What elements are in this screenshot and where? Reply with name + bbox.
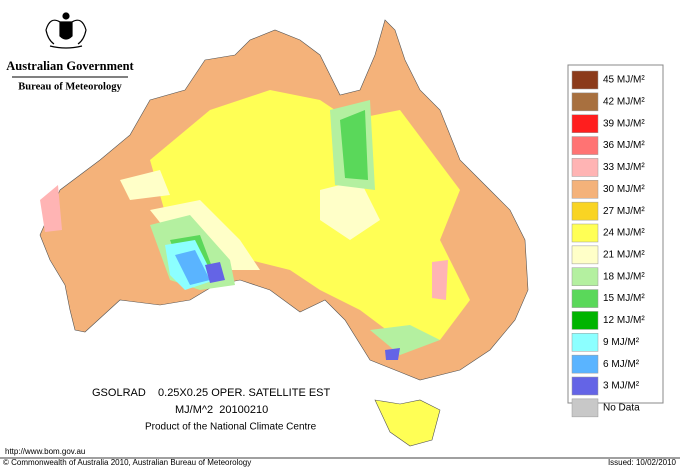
legend-swatch: [571, 201, 599, 221]
map: [39, 19, 529, 447]
legend-swatch: [571, 114, 599, 133]
caption-line: GSOLRAD 0.25X0.25 OPER. SATELLITE EST: [92, 387, 331, 399]
legend-swatch: [571, 158, 599, 177]
caption-line: Product of the National Climate Centre: [145, 422, 317, 433]
footer-url: http://www.bom.gov.au: [5, 447, 85, 456]
legend-swatch: [571, 92, 599, 112]
bureau-name: Bureau of Meteorology: [18, 81, 122, 92]
legend-label: 9 MJ/M²: [603, 337, 640, 348]
legend-swatch: [571, 223, 599, 243]
footer-issued: Issued: 10/02/2010: [608, 458, 677, 467]
legend-swatch: [571, 311, 599, 330]
legend-label: 33 MJ/M²: [603, 162, 645, 173]
legend-swatch: [571, 398, 599, 418]
crest: [45, 12, 87, 49]
government-name: Australian Government: [6, 59, 134, 73]
legend-swatch: [571, 70, 599, 90]
tasmania: [374, 399, 441, 447]
legend-swatch: [571, 180, 599, 199]
legend-label: 42 MJ/M²: [603, 96, 645, 107]
legend-label: 30 MJ/M²: [603, 184, 645, 195]
legend-swatch: [571, 289, 599, 308]
legend-label: 12 MJ/M²: [603, 315, 645, 326]
legend-swatch: [571, 376, 599, 396]
legend-label: 39 MJ/M²: [603, 118, 645, 129]
footer-copyright: © Commonwealth of Australia 2010, Austra…: [3, 458, 251, 467]
legend-swatch: [571, 245, 599, 265]
legend-swatch: [571, 333, 599, 352]
legend-label: No Data: [603, 402, 640, 413]
legend-label: 24 MJ/M²: [603, 228, 645, 239]
legend-label: 15 MJ/M²: [603, 293, 645, 304]
legend-swatch: [571, 354, 599, 374]
legend-label: 18 MJ/M²: [603, 271, 645, 282]
legend-swatch: [571, 136, 599, 155]
legend-label: 27 MJ/M²: [603, 206, 645, 217]
legend: 45 MJ/M² 42 MJ/M² 39 MJ/M² 36 MJ/M² 33 MJ/M²…: [571, 70, 645, 418]
legend-label: 36 MJ/M²: [603, 140, 645, 151]
caption-line: MJ/M^2 20100210: [175, 404, 268, 416]
legend-label: 45 MJ/M²: [603, 75, 645, 86]
legend-swatch: [571, 267, 599, 286]
legend-label: 6 MJ/M²: [603, 359, 640, 370]
legend-label: 3 MJ/M²: [603, 381, 640, 392]
legend-label: 21 MJ/M²: [603, 249, 645, 260]
